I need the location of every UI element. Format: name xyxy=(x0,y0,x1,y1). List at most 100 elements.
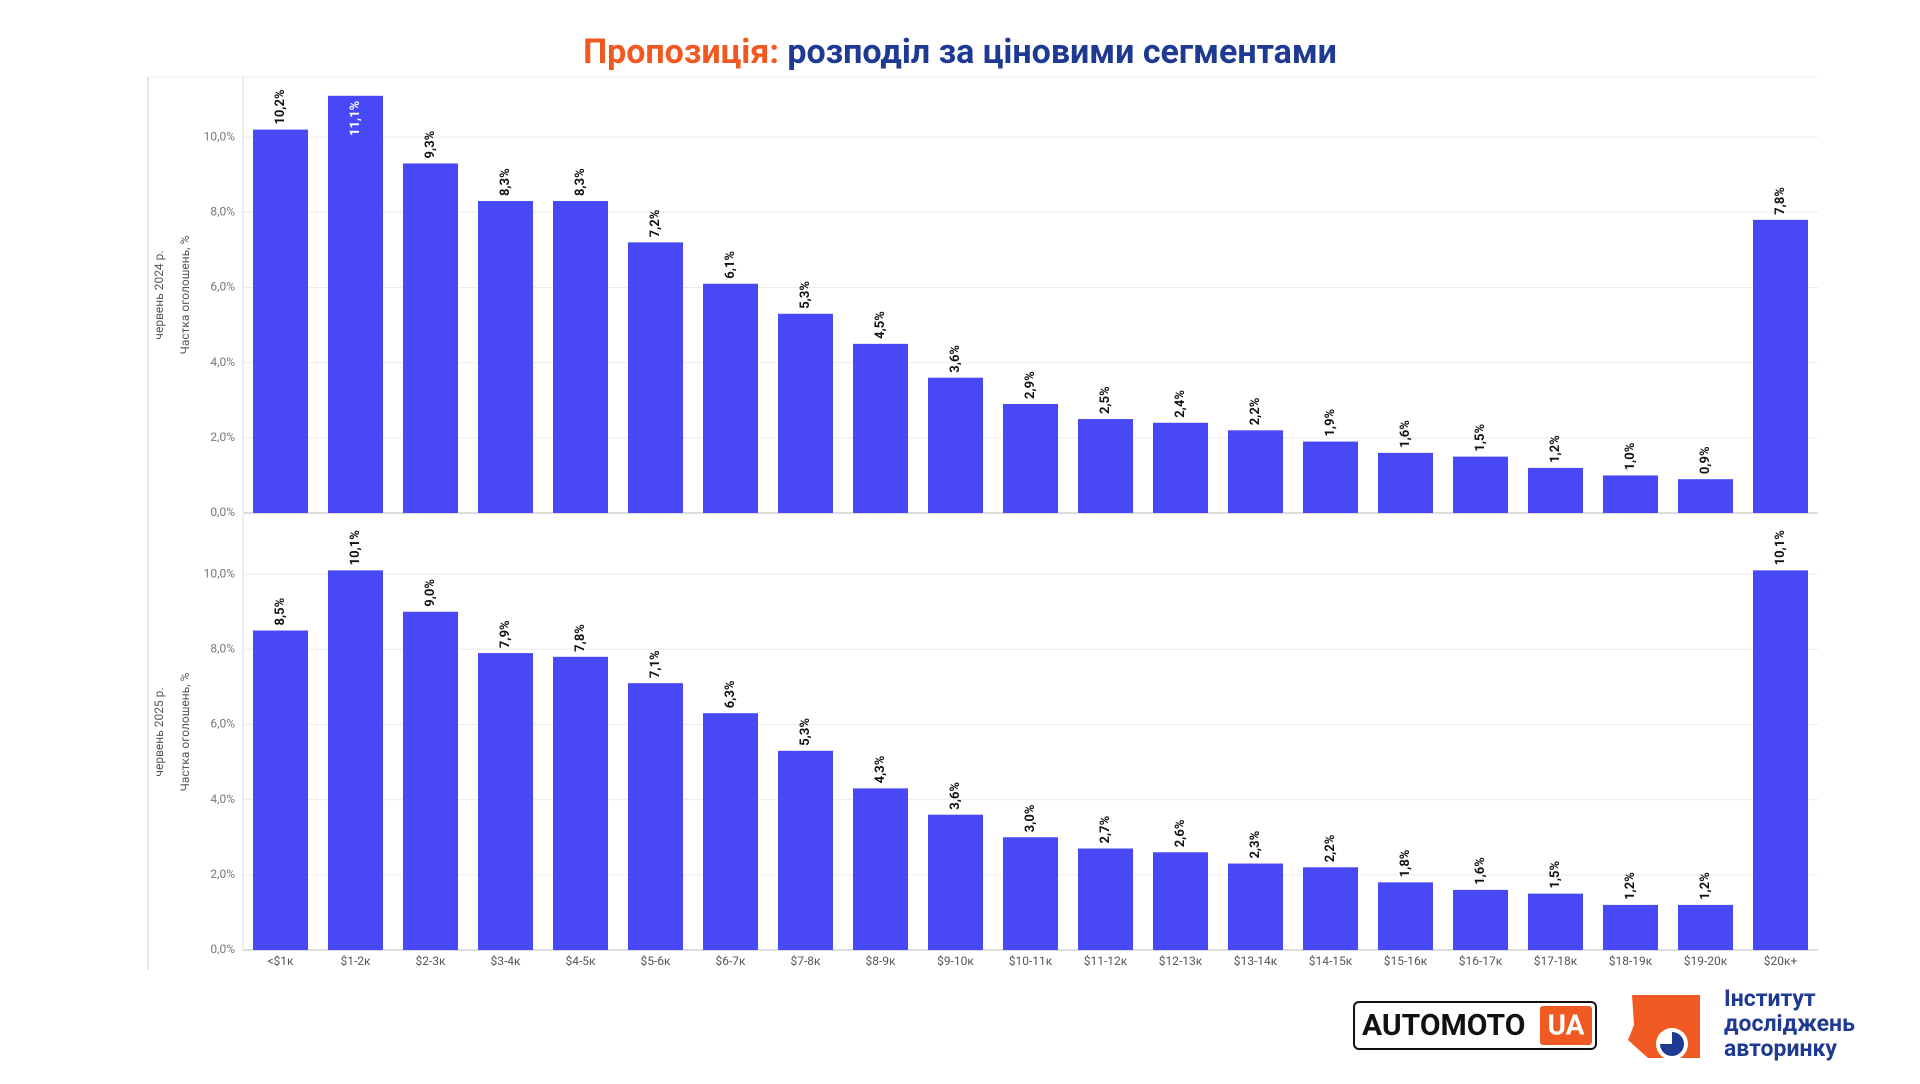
bar xyxy=(1228,863,1283,950)
x-tick-label: $9-10к xyxy=(937,954,974,968)
y-tick-label: 2,0% xyxy=(210,867,235,881)
logo-text: досліджень xyxy=(1724,1010,1855,1037)
bar xyxy=(1753,219,1808,514)
y-axis-label: Частка оголошень, % xyxy=(178,672,192,791)
bar xyxy=(1528,893,1583,950)
bar xyxy=(1603,904,1658,950)
bar xyxy=(1378,882,1433,950)
bar xyxy=(553,656,608,950)
bar xyxy=(1153,852,1208,950)
bar xyxy=(253,129,308,513)
value-label: 2,2% xyxy=(1248,397,1263,425)
value-label: 1,2% xyxy=(1698,872,1713,900)
bar xyxy=(1678,479,1733,513)
value-label: 1,5% xyxy=(1473,424,1488,452)
value-label: 3,6% xyxy=(948,345,963,373)
value-label: 11,1% xyxy=(348,100,363,136)
value-label: 1,6% xyxy=(1473,857,1488,885)
value-label: 4,5% xyxy=(873,311,888,339)
bar xyxy=(1678,904,1733,950)
bar xyxy=(403,611,458,950)
x-tick-label: $10-11к xyxy=(1009,954,1053,968)
x-tick-label: $6-7к xyxy=(715,954,746,968)
value-label: 5,3% xyxy=(798,718,813,746)
bar xyxy=(553,201,608,513)
bar xyxy=(1528,467,1583,513)
x-tick-label: $20к+ xyxy=(1764,954,1798,968)
x-tick-label: $3-4к xyxy=(490,954,521,968)
bar xyxy=(1228,430,1283,513)
x-tick-label: $19-20к xyxy=(1684,954,1728,968)
value-label: 7,8% xyxy=(1773,187,1788,215)
x-tick-label: $11-12к xyxy=(1084,954,1128,968)
value-label: 1,6% xyxy=(1398,420,1413,448)
y-axis-label: червень 2025 р. xyxy=(152,687,166,776)
bar xyxy=(1303,867,1358,950)
value-label: 10,1% xyxy=(348,530,363,566)
logo-text: Інститут xyxy=(1724,985,1816,1012)
bar xyxy=(253,630,308,950)
x-tick-label: $1-2к xyxy=(340,954,371,968)
bar xyxy=(928,377,983,513)
value-label: 2,4% xyxy=(1173,390,1188,418)
value-label: 1,5% xyxy=(1548,861,1563,889)
logo-text: UA xyxy=(1548,1008,1585,1041)
bar xyxy=(478,201,533,513)
value-label: 2,7% xyxy=(1098,815,1113,843)
y-tick-label: 6,0% xyxy=(210,280,235,294)
bar xyxy=(628,683,683,950)
bar xyxy=(778,313,833,513)
x-tick-label: $7-8к xyxy=(790,954,821,968)
bar xyxy=(1153,422,1208,513)
value-label: 1,0% xyxy=(1623,442,1638,470)
value-label: 2,2% xyxy=(1323,834,1338,862)
value-label: 1,2% xyxy=(1548,435,1563,463)
x-tick-label: $12-13к xyxy=(1159,954,1203,968)
y-tick-label: 0,0% xyxy=(210,505,235,519)
x-tick-label: $17-18к xyxy=(1534,954,1578,968)
value-label: 9,3% xyxy=(423,130,438,158)
title-highlight: Пропозиція: xyxy=(583,32,779,72)
x-tick-label: $16-17к xyxy=(1459,954,1503,968)
logo-text: авторинку xyxy=(1724,1035,1837,1062)
y-tick-label: 10,0% xyxy=(204,129,236,143)
bar xyxy=(928,814,983,950)
value-label: 4,3% xyxy=(873,755,888,783)
bar-chart: 0,0% 2,0% 4,0% 6,0% 8,0% 10,0% червень 2025 р.… xyxy=(152,514,1818,968)
value-label: 1,2% xyxy=(1623,872,1638,900)
bar xyxy=(778,750,833,950)
bar xyxy=(853,788,908,950)
value-label: 9,0% xyxy=(423,579,438,607)
bar xyxy=(1378,452,1433,513)
value-label: 2,9% xyxy=(1023,371,1038,399)
x-tick-label: $14-15к xyxy=(1309,954,1353,968)
value-label: 2,3% xyxy=(1248,830,1263,858)
y-tick-label: 4,0% xyxy=(210,792,235,806)
value-label: 10,2% xyxy=(273,89,288,125)
y-axis-label: червень 2024 р. xyxy=(152,250,166,339)
x-tick-label: $4-5к xyxy=(565,954,596,968)
x-tick-label: $13-14к xyxy=(1234,954,1278,968)
x-tick-label: $15-16к xyxy=(1384,954,1428,968)
value-label: 5,3% xyxy=(798,281,813,309)
bar xyxy=(478,653,533,950)
logo-text: AUTOMOTO xyxy=(1362,1008,1525,1043)
x-tick-label: $2-3к xyxy=(415,954,446,968)
value-label: 2,5% xyxy=(1098,386,1113,414)
value-label: 1,9% xyxy=(1323,408,1338,436)
title-text: розподіл за ціновими сегментами xyxy=(787,32,1337,72)
value-label: 8,3% xyxy=(573,168,588,196)
value-label: 7,2% xyxy=(648,209,663,237)
bar xyxy=(1753,570,1808,950)
bar xyxy=(1603,475,1658,513)
y-tick-label: 2,0% xyxy=(210,430,235,444)
x-tick-label: <$1к xyxy=(267,954,294,968)
bar xyxy=(1453,456,1508,513)
value-label: 0,9% xyxy=(1698,446,1713,474)
y-tick-label: 8,0% xyxy=(210,204,235,218)
value-label: 10,1% xyxy=(1773,530,1788,566)
logo-badge xyxy=(1540,1006,1592,1045)
y-tick-label: 8,0% xyxy=(210,641,235,655)
bar xyxy=(703,713,758,950)
